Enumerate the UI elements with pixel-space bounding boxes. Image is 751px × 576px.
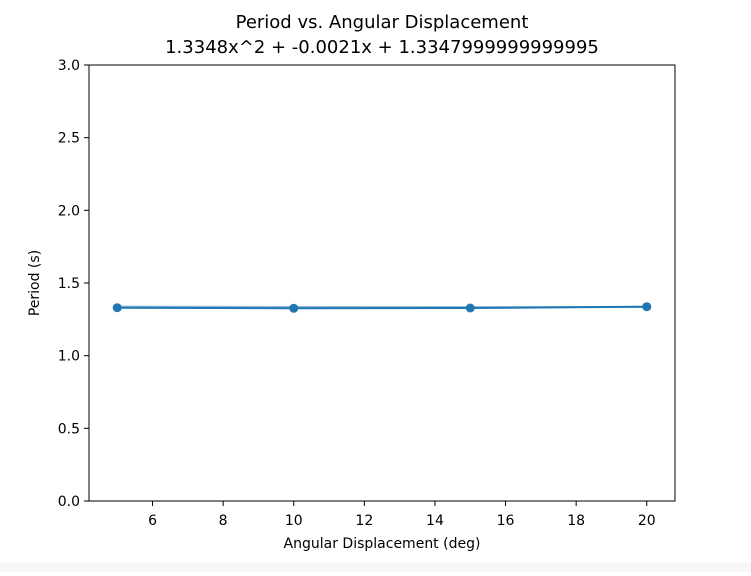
plot-area-frame bbox=[88, 64, 676, 502]
series-layer bbox=[112, 302, 652, 313]
x-tick-label: 6 bbox=[148, 513, 157, 529]
y-tick-label: 2.0 bbox=[58, 203, 80, 219]
data-point bbox=[112, 303, 122, 313]
chart-subtitle: 1.3348x^2 + -0.0021x + 1.334799999999999… bbox=[165, 37, 599, 58]
chart-title: Period vs. Angular Displacement bbox=[236, 12, 529, 33]
y-tick-label: 3.0 bbox=[58, 58, 80, 74]
y-axis-ticks: 0.0 0.5 1.0 1.5 2.0 2.5 3.0 bbox=[58, 58, 89, 510]
y-tick-label: 0.5 bbox=[58, 421, 80, 437]
x-tick-label: 18 bbox=[567, 513, 585, 529]
x-axis-label: Angular Displacement (deg) bbox=[284, 536, 481, 552]
x-tick-label: 12 bbox=[355, 513, 373, 529]
series-line bbox=[117, 305, 647, 310]
x-tick-label: 14 bbox=[426, 513, 444, 529]
data-point bbox=[642, 302, 652, 312]
y-tick-label: 1.0 bbox=[58, 349, 80, 365]
x-tick-label: 20 bbox=[638, 513, 656, 529]
data-point bbox=[465, 303, 475, 313]
y-axis-label: Period (s) bbox=[27, 250, 43, 316]
x-axis-ticks: 6 8 10 12 14 16 18 20 bbox=[148, 501, 656, 529]
x-tick-label: 16 bbox=[497, 513, 515, 529]
y-tick-label: 2.5 bbox=[58, 131, 80, 147]
y-tick-label: 0.0 bbox=[58, 494, 80, 510]
window-footer-strip bbox=[0, 563, 751, 572]
x-tick-label: 10 bbox=[285, 513, 303, 529]
y-tick-label: 1.5 bbox=[58, 276, 80, 292]
data-point bbox=[289, 303, 299, 313]
x-tick-label: 8 bbox=[219, 513, 228, 529]
